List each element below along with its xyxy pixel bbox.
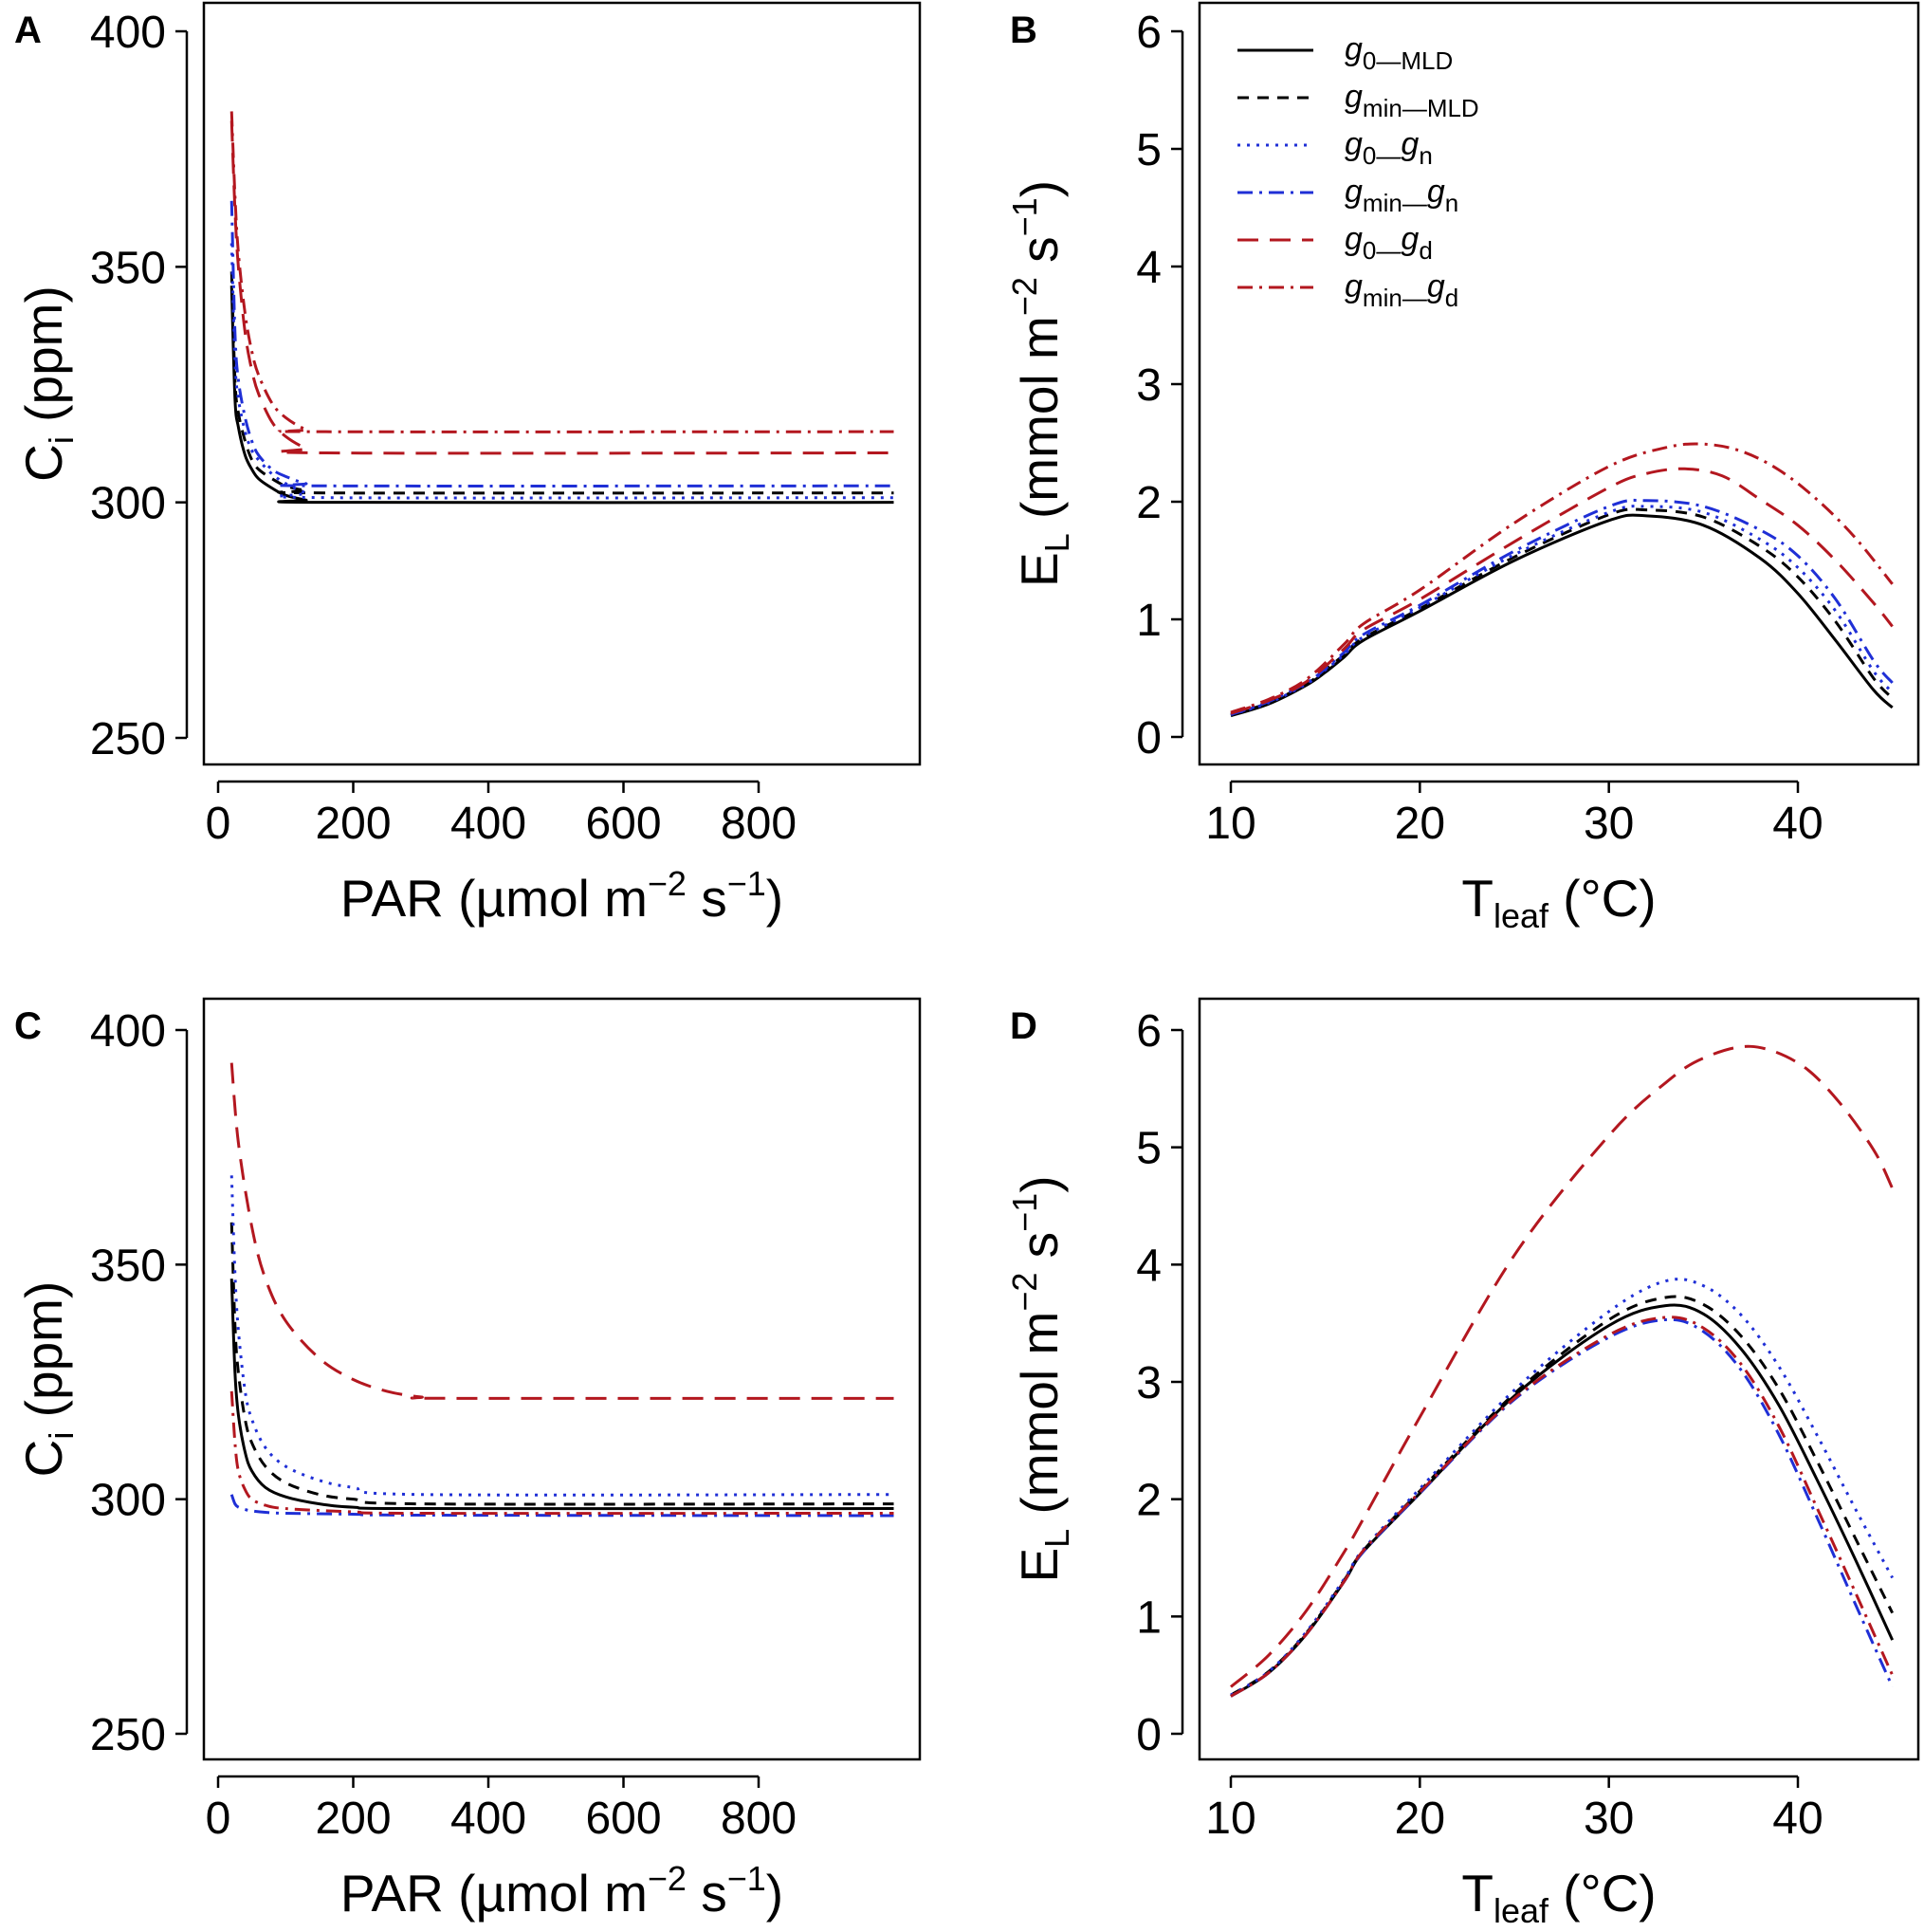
x-tick-label: 0 (206, 799, 231, 849)
legend-item-g0-MLD: g0—MLD (1237, 31, 1453, 75)
series-g0-MLD (229, 1279, 894, 1511)
y-tick-label: 5 (1136, 1124, 1162, 1174)
y-tick-label: 5 (1136, 125, 1162, 175)
x-tick-label: 30 (1584, 1794, 1634, 1844)
series-gmin-gd (1230, 442, 1894, 714)
legend-item-g0-gd: g0—gd (1237, 221, 1433, 265)
y-tick-label: 0 (1136, 1710, 1162, 1760)
plot-frame (202, 1, 922, 766)
y-tick-label: 250 (90, 1710, 166, 1760)
x-axis-label: Tleaf (°C) (1461, 1864, 1656, 1930)
y-tick-label: 400 (90, 8, 166, 58)
legend-item-g0-gn: g0—gn (1237, 126, 1433, 170)
x-tick-label: 20 (1395, 799, 1445, 849)
panel-c: C 0 200 400 600 800 250 300 350 400 PAR (µmol m−2 … (14, 997, 922, 1923)
series-g0-gn (229, 1175, 894, 1497)
x-tick-label: 30 (1584, 799, 1634, 849)
legend-label: gmin—gn (1345, 174, 1458, 217)
x-tick-label: 40 (1772, 799, 1823, 849)
y-tick-label: 1 (1136, 596, 1162, 646)
x-axis-label: PAR (µmol m−2 s−1) (340, 1859, 783, 1923)
series-gmin-MLD (229, 1222, 894, 1506)
y-tick-label: 3 (1136, 360, 1162, 411)
y-tick-label: 250 (90, 714, 166, 764)
legend-label: g0—gn (1345, 126, 1433, 170)
panel-letter: D (1010, 1005, 1037, 1047)
x-axis-label: PAR (µmol m−2 s−1) (340, 864, 783, 928)
series-gmin-MLD (229, 271, 894, 495)
x-tick-label: 10 (1205, 1794, 1255, 1844)
x-tick-label: 10 (1205, 799, 1255, 849)
series-gmin-gn (1230, 498, 1894, 716)
plot-frame (1198, 1, 1920, 766)
series-g0-MLD (229, 285, 894, 505)
y-tick-label: 300 (90, 479, 166, 529)
x-tick-label: 600 (585, 799, 661, 849)
panel-a: A 0 200 400 600 800 250 300 350 400 PAR (µmol m−2 … (14, 1, 922, 928)
y-tick-label: 3 (1136, 1358, 1162, 1408)
x-tick-label: 600 (585, 1794, 661, 1844)
series-gmin-gd (229, 111, 894, 433)
legend-label: gmin—gd (1345, 268, 1458, 312)
series-gmin-gd (1230, 1316, 1895, 1698)
y-axis-label: EL (mmol m−2 s−1) (1005, 1175, 1076, 1582)
panel-letter: B (1010, 9, 1037, 51)
series-g0-gd (229, 1062, 894, 1400)
panel-d: D 10 20 30 40 0 1 2 3 4 5 6 Tleaf (°C) EL (mmol m−2 s… (1005, 997, 1920, 1930)
legend-item-gmin-gn: gmin—gn (1237, 174, 1458, 217)
y-tick-label: 2 (1136, 1476, 1162, 1526)
y-tick-label: 400 (90, 1006, 166, 1057)
x-tick-label: 20 (1395, 1794, 1445, 1844)
legend-label: g0—gd (1345, 221, 1433, 265)
plot-frame (1198, 997, 1920, 1761)
y-tick-label: 6 (1136, 1006, 1162, 1057)
y-axis-label: Ci (ppm) (14, 1281, 81, 1478)
legend-item-gmin-MLD: gmin—MLD (1237, 79, 1479, 122)
legend-label: gmin—MLD (1345, 79, 1479, 122)
y-tick-label: 0 (1136, 713, 1162, 764)
series-gmin-MLD (1230, 1295, 1895, 1697)
x-tick-label: 200 (315, 799, 391, 849)
y-tick-label: 350 (90, 243, 166, 293)
y-tick-label: 6 (1136, 8, 1162, 58)
series-gmin-gn (1230, 1317, 1895, 1698)
legend-label: g0—MLD (1345, 31, 1453, 75)
series-g0-gd (1230, 1044, 1895, 1688)
series-gmin-gn (229, 200, 894, 488)
series-g0-gd (229, 120, 894, 455)
series-gmin-gd (229, 1390, 894, 1516)
series-g0-gd (1230, 467, 1894, 715)
series-gmin-gn (229, 1494, 894, 1518)
x-tick-label: 400 (450, 799, 526, 849)
series-g0-MLD (1230, 513, 1894, 718)
y-tick-label: 4 (1136, 1241, 1162, 1291)
y-tick-label: 4 (1136, 243, 1162, 293)
series-g0-gn (1230, 1278, 1894, 1697)
y-axis-label: EL (mmol m−2 s−1) (1005, 180, 1076, 587)
x-tick-label: 40 (1772, 1794, 1823, 1844)
y-axis-label: Ci (ppm) (14, 285, 81, 482)
plot-frame (202, 997, 922, 1761)
panel-b: B 10 20 30 40 0 1 2 3 4 5 6 Tleaf (°C) EL (mmol m−2 s… (1005, 1, 1920, 935)
y-tick-label: 350 (90, 1241, 166, 1291)
y-tick-label: 1 (1136, 1592, 1162, 1643)
x-tick-label: 400 (450, 1794, 526, 1844)
legend-item-gmin-gd: gmin—gd (1237, 268, 1458, 312)
series-g0-gn (229, 243, 894, 500)
x-tick-label: 800 (721, 1794, 797, 1844)
panel-letter: C (14, 1005, 42, 1047)
y-tick-label: 300 (90, 1476, 166, 1526)
y-tick-label: 2 (1136, 478, 1162, 528)
panel-letter: A (14, 9, 42, 51)
x-tick-label: 200 (315, 1794, 391, 1844)
x-tick-label: 0 (206, 1794, 231, 1844)
x-tick-label: 800 (721, 799, 797, 849)
series-gmin-MLD (1230, 507, 1894, 716)
x-axis-label: Tleaf (°C) (1461, 869, 1656, 935)
